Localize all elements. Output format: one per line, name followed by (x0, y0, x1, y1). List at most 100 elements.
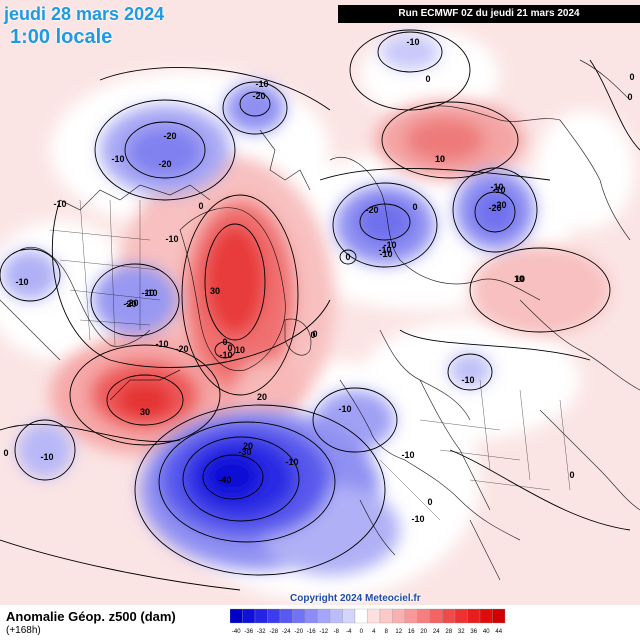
contour-label: 0 (629, 72, 634, 82)
contour-label: -20 (123, 299, 136, 309)
contour-label: 0 (627, 92, 632, 102)
contour-label: -20 (158, 159, 171, 169)
legend-swatch (267, 608, 281, 624)
legend-swatch (404, 608, 418, 624)
contour-label: -20 (125, 298, 138, 308)
contour-label: 0 (425, 74, 430, 84)
field-title: Anomalie Géop. z500 (dam) (6, 609, 176, 624)
contour-label: -10 (165, 234, 178, 244)
contour-label: 0 (198, 201, 203, 211)
legend-tick-label: -32 (257, 629, 266, 635)
legend-swatch (492, 608, 506, 624)
contour-label: -10 (490, 182, 503, 192)
coastlines (0, 59, 640, 581)
contour-label: 0 (569, 470, 574, 480)
run-info-banner: Run ECMWF 0Z du jeudi 21 mars 2024 (338, 5, 640, 23)
legend-swatch (467, 608, 481, 624)
legend-swatch (367, 608, 381, 624)
contour-label: -10 (379, 249, 392, 259)
contour-label: -10 (155, 339, 168, 349)
legend-swatch (230, 608, 243, 624)
legend-tick-label: -4 (346, 629, 352, 635)
legend-swatch (292, 608, 306, 624)
contour-label: -30 (238, 447, 251, 457)
contour-label: 20 (257, 392, 267, 402)
legend-tick-label: 40 (483, 629, 490, 635)
legend-tick-label: -16 (307, 629, 316, 635)
legend-swatch (442, 608, 456, 624)
color-legend: -40 -36 -32 -28 -24 -20 -16 -12 -8 -4 0 4 8 12 16 20 24 2… (230, 608, 506, 635)
contour-label: -20 (163, 131, 176, 141)
legend-tick-label: 24 (433, 629, 440, 635)
legend-swatch (379, 608, 393, 624)
copyright-notice: Copyright 2024 Meteociel.fr (290, 593, 421, 604)
contour-label: 10 (435, 154, 445, 164)
contour-label: 20 (243, 441, 253, 451)
contour-label: -10 (53, 199, 66, 209)
contour-label: -20 (488, 203, 501, 213)
valid-time: 1:00 locale (10, 26, 113, 48)
valid-date: jeudi 28 mars 2024 (4, 4, 165, 24)
contour-label: 30 (140, 407, 150, 417)
legend-tick-label: -12 (319, 629, 328, 635)
contour-label: -10 (15, 277, 28, 287)
legend-tick-label: 32 (458, 629, 465, 635)
legend-tick-label: -20 (294, 629, 303, 635)
contour-label: 10 (514, 274, 524, 284)
legend-tick-label: 44 (495, 629, 502, 635)
contour-label: -10 (383, 240, 396, 250)
legend-tick-label: 36 (470, 629, 477, 635)
contour-label: 0 (3, 448, 8, 458)
legend-swatch (279, 608, 293, 624)
legend-swatch (342, 608, 356, 624)
legend-tick-label: 16 (408, 629, 415, 635)
borders (49, 199, 571, 521)
legend-swatch (242, 608, 256, 624)
contour-label: -20 (175, 344, 188, 354)
contour-label: 10 (435, 154, 445, 164)
contour-label: -10 (219, 350, 232, 360)
legend-tick-label: -28 (269, 629, 278, 635)
legend-swatch (254, 608, 268, 624)
footer: Anomalie Géop. z500 (dam) (+168h) -40 -36… (0, 605, 640, 640)
contour-label: -10 (144, 288, 157, 298)
contour-label: 0 (310, 330, 315, 340)
legend-swatch (329, 608, 343, 624)
contour-label: -10 (255, 79, 268, 89)
negative-anomalies (2, 34, 535, 575)
contour-label: -10 (411, 514, 424, 524)
contour-label: -10 (461, 375, 474, 385)
contour-label: 0 (227, 343, 232, 353)
contour-label: 30 (210, 286, 220, 296)
contour-label: -10 (406, 37, 419, 47)
legend-tick-label: 20 (420, 629, 427, 635)
contour-label: 0 (427, 497, 432, 507)
contour-label: -10 (285, 457, 298, 467)
contour-label: 0 (222, 337, 227, 347)
positive-anomalies (50, 100, 610, 455)
legend-swatch (317, 608, 331, 624)
contour-label: -20 (493, 200, 506, 210)
legend-swatch (479, 608, 493, 624)
legend-tick-label: 8 (385, 629, 389, 635)
contour-labels: -10 -20 -20 -20 -10 -20 -10 0 -10 0 10 -… (3, 37, 634, 524)
contour-label: -10 (378, 245, 391, 255)
legend-tick-label: -24 (282, 629, 291, 635)
legend-swatch (392, 608, 406, 624)
legend-swatch (454, 608, 468, 624)
legend-tick-label: 28 (445, 629, 452, 635)
contour-label: -20 (252, 91, 265, 101)
contour-label: -10 (338, 404, 351, 414)
legend-tick-label: 0 (360, 629, 364, 635)
contour-label: 10 (515, 274, 525, 284)
forecast-hour: (+168h) (6, 625, 41, 636)
contour-label: 0 (345, 252, 350, 262)
legend-tick-label: 12 (395, 629, 402, 635)
legend-tick-label: 4 (372, 629, 376, 635)
contour-label: 0 (412, 202, 417, 212)
legend-swatch (417, 608, 431, 624)
anomaly-map: -10 -20 -20 -20 -10 -20 -10 0 -10 0 10 -… (0, 0, 640, 605)
contour-label: -10 (492, 185, 505, 195)
contour-label: -20 (365, 205, 378, 215)
anomaly-contours (0, 29, 640, 591)
